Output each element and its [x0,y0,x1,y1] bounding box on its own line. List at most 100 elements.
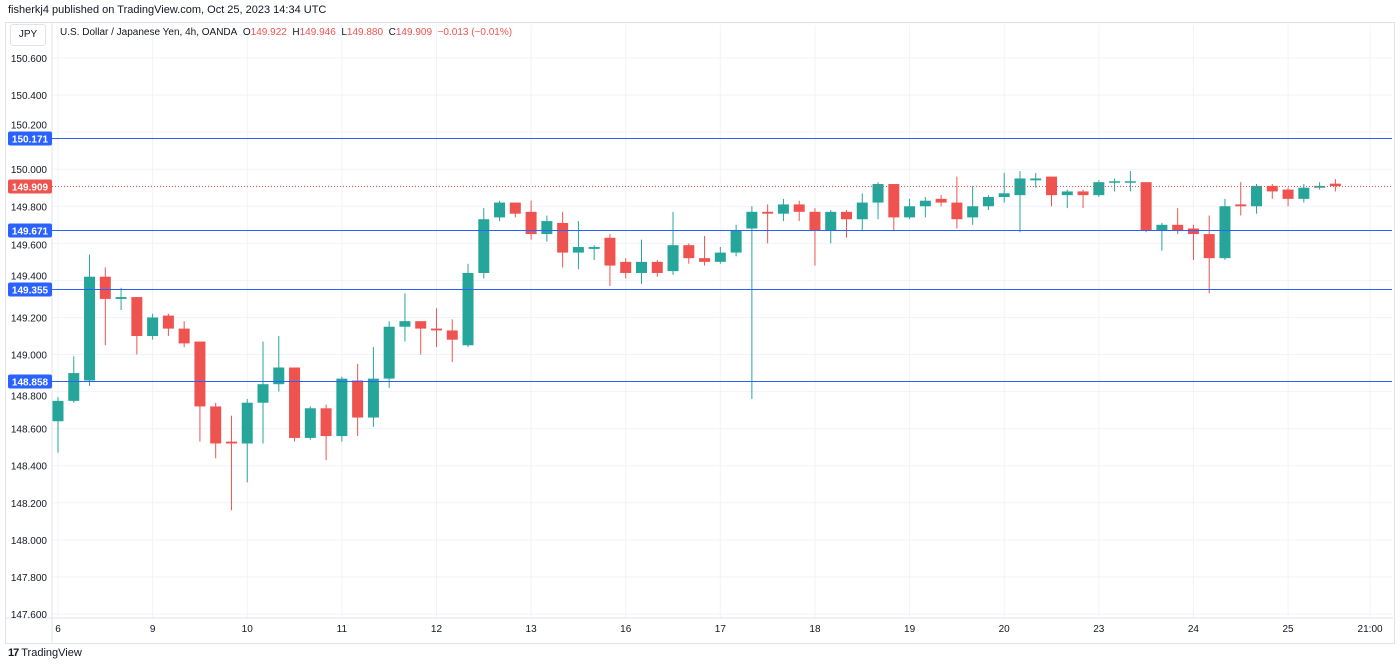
candle-body-up [730,230,742,253]
candle-body-up [84,276,96,381]
time-tick-label: 21:00 [1358,624,1383,635]
legend-low-label: L [341,27,347,38]
candle-body-down [1329,183,1341,187]
level-price-tag [8,282,52,297]
candle-body-up [967,206,979,218]
time-tick-label: 11 [337,624,348,635]
time-tick-label: 12 [431,624,443,635]
time-tick-label: 16 [620,624,632,635]
legend-close: 149.909 [395,27,433,38]
candle-body-up [52,400,64,422]
price-tick-label: 148.000 [11,536,48,547]
level-price-tag [8,131,52,146]
time-tick-label: 18 [809,624,821,635]
price-tick-label: 147.800 [11,573,48,584]
price-tag-label: 149.671 [12,227,49,238]
candle-body-up [588,247,600,249]
time-tick-label: 10 [242,624,254,635]
symbol-button[interactable]: JPY [10,24,46,46]
candle-body-up [919,200,931,207]
candle-body-up [635,261,647,273]
candle-body-down [762,211,774,214]
candle-body-up [1109,181,1121,183]
candle-body-up [1219,206,1231,259]
chart-frame [5,22,1395,644]
candle-body-down [1266,185,1278,192]
candle-body-down [131,297,143,336]
candle-body-up [825,211,837,231]
footer-brand[interactable]: TradingView [21,647,82,659]
legend-high-label: H [292,27,300,38]
candle-body-down [289,367,301,438]
legend-title: U.S. Dollar / Japanese Yen, 4h, OANDA [60,27,238,38]
candle-body-down [1203,234,1215,259]
candle-body-up [667,245,679,272]
candle-body-down [194,341,206,407]
candle-body-up [541,221,553,235]
legend-close-label: C [388,27,396,38]
candle-body-down [841,211,852,220]
candle-body-down [430,328,442,331]
price-tick-label: 149.600 [11,241,48,252]
candle-body-down [699,258,711,262]
price-tick-label: 148.800 [11,392,48,403]
candle-body-down [951,202,963,220]
candle-body-down [525,211,537,235]
candle-body-up [494,202,506,218]
candle-body-up [1014,178,1026,196]
price-tick-label: 150.000 [11,165,48,176]
candle-body-up [399,321,411,327]
legend-change: −0.013 (−0.01%) [437,27,513,38]
price-tick-label: 150.600 [11,54,48,65]
candle-body-down [415,321,427,329]
candle-body-down [651,261,663,273]
time-tick-label: 24 [1188,624,1200,635]
candle-body-down [178,328,190,344]
price-tag-label: 150.171 [12,135,49,146]
candle-body-up [478,219,490,273]
candle-body-down [557,222,569,253]
candle-body-down [352,380,364,418]
candle-body-up [856,202,868,220]
candle-body-up [1251,185,1263,207]
candle-body-down [509,202,521,214]
candle-body-up [1314,185,1326,188]
time-tick-label: 20 [999,624,1011,635]
candle-body-up [746,211,758,229]
tradingview-logo-icon: 17 [8,647,19,659]
candle-body-up [572,247,584,253]
candle-body-down [1046,176,1058,196]
candle-body-down [809,211,821,231]
candle-body-up [336,378,348,437]
candle-body-up [462,272,474,346]
legend-low: 149.880 [346,27,384,38]
candle-body-down [1282,189,1294,199]
time-tick-label: 23 [1093,624,1105,635]
candle-body-down [683,245,695,259]
candle-body-down [1077,191,1089,196]
candle-body-up [1093,182,1105,196]
candle-body-down [1140,182,1152,231]
candle-body-up [383,326,395,379]
candle-body-up [714,252,726,262]
candle-body-up [147,317,159,336]
candle-body-up [1124,181,1136,183]
time-tick-label: 6 [55,624,61,635]
publish-line: fisherkj4 published on TradingView.com, … [8,4,327,16]
candle-body-up [273,367,285,385]
candle-body-up [777,204,789,214]
time-tick-label: 13 [526,624,538,635]
candle-body-up [1156,224,1168,231]
chart-legend: U.S. Dollar / Japanese Yen, 4h, OANDA O1… [60,27,512,38]
price-tag-label: 149.355 [12,286,49,297]
candle-body-up [998,193,1010,197]
candle-body-up [115,297,127,299]
price-tick-label: 149.800 [11,202,48,213]
candle-body-down [888,184,900,218]
candle-body-up [1061,191,1073,196]
candle-body-up [1030,178,1042,181]
price-tick-label: 150.400 [11,91,48,102]
price-tag-label: 148.858 [12,378,49,389]
time-tick-label: 19 [904,624,916,635]
